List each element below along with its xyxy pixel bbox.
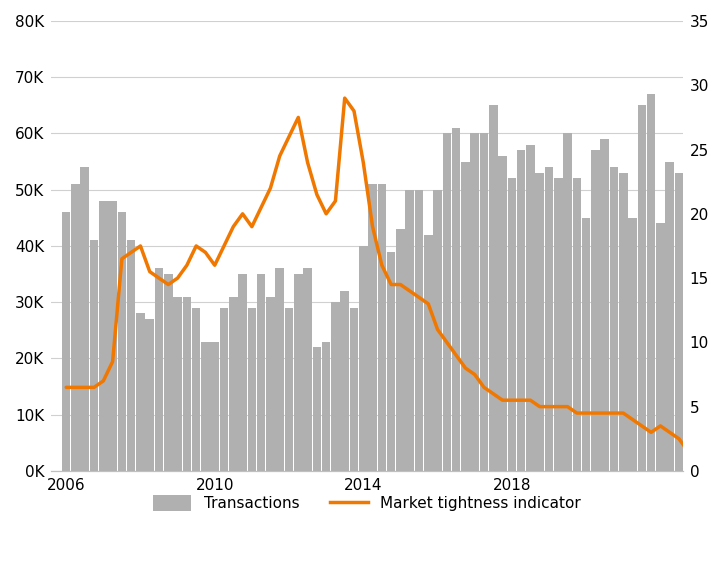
Bar	[62, 212, 70, 471]
Bar	[173, 296, 182, 471]
Bar	[71, 184, 80, 471]
Bar	[117, 212, 126, 471]
Bar	[694, 207, 702, 471]
Bar	[248, 308, 256, 471]
Bar	[656, 223, 665, 471]
Bar	[350, 308, 358, 471]
Bar	[471, 134, 479, 471]
Bar	[424, 235, 432, 471]
Bar	[127, 240, 135, 471]
Legend: Transactions, Market tightness indicator: Transactions, Market tightness indicator	[147, 489, 587, 517]
Bar	[182, 296, 191, 471]
Bar	[275, 268, 284, 471]
Bar	[238, 274, 247, 471]
Bar	[563, 134, 572, 471]
Bar	[600, 139, 609, 471]
Bar	[396, 229, 405, 471]
Bar	[647, 94, 655, 471]
Bar	[387, 252, 395, 471]
Bar	[508, 179, 516, 471]
Bar	[610, 167, 618, 471]
Bar	[340, 291, 349, 471]
Bar	[378, 184, 386, 471]
Bar	[684, 173, 693, 471]
Bar	[712, 184, 720, 471]
Bar	[638, 106, 646, 471]
Bar	[331, 302, 340, 471]
Bar	[99, 201, 108, 471]
Bar	[192, 308, 201, 471]
Bar	[257, 274, 266, 471]
Bar	[675, 173, 683, 471]
Bar	[582, 218, 590, 471]
Bar	[313, 347, 321, 471]
Bar	[266, 296, 274, 471]
Bar	[721, 184, 724, 471]
Bar	[433, 190, 442, 471]
Bar	[109, 201, 117, 471]
Bar	[619, 173, 628, 471]
Bar	[461, 162, 470, 471]
Bar	[628, 218, 637, 471]
Bar	[201, 341, 210, 471]
Bar	[415, 190, 424, 471]
Bar	[452, 128, 460, 471]
Bar	[405, 190, 414, 471]
Bar	[80, 167, 89, 471]
Bar	[526, 144, 535, 471]
Bar	[90, 240, 98, 471]
Bar	[359, 246, 368, 471]
Bar	[517, 150, 526, 471]
Bar	[229, 296, 237, 471]
Bar	[294, 274, 303, 471]
Bar	[702, 179, 711, 471]
Bar	[136, 313, 145, 471]
Bar	[573, 179, 581, 471]
Bar	[155, 268, 164, 471]
Bar	[591, 150, 599, 471]
Bar	[480, 134, 488, 471]
Bar	[665, 162, 674, 471]
Bar	[211, 341, 219, 471]
Bar	[220, 308, 228, 471]
Bar	[489, 106, 497, 471]
Bar	[536, 173, 544, 471]
Bar	[369, 184, 376, 471]
Bar	[554, 179, 563, 471]
Bar	[164, 274, 172, 471]
Bar	[322, 341, 330, 471]
Bar	[146, 319, 154, 471]
Bar	[303, 268, 312, 471]
Bar	[498, 156, 507, 471]
Bar	[442, 134, 451, 471]
Bar	[285, 308, 293, 471]
Bar	[544, 167, 553, 471]
